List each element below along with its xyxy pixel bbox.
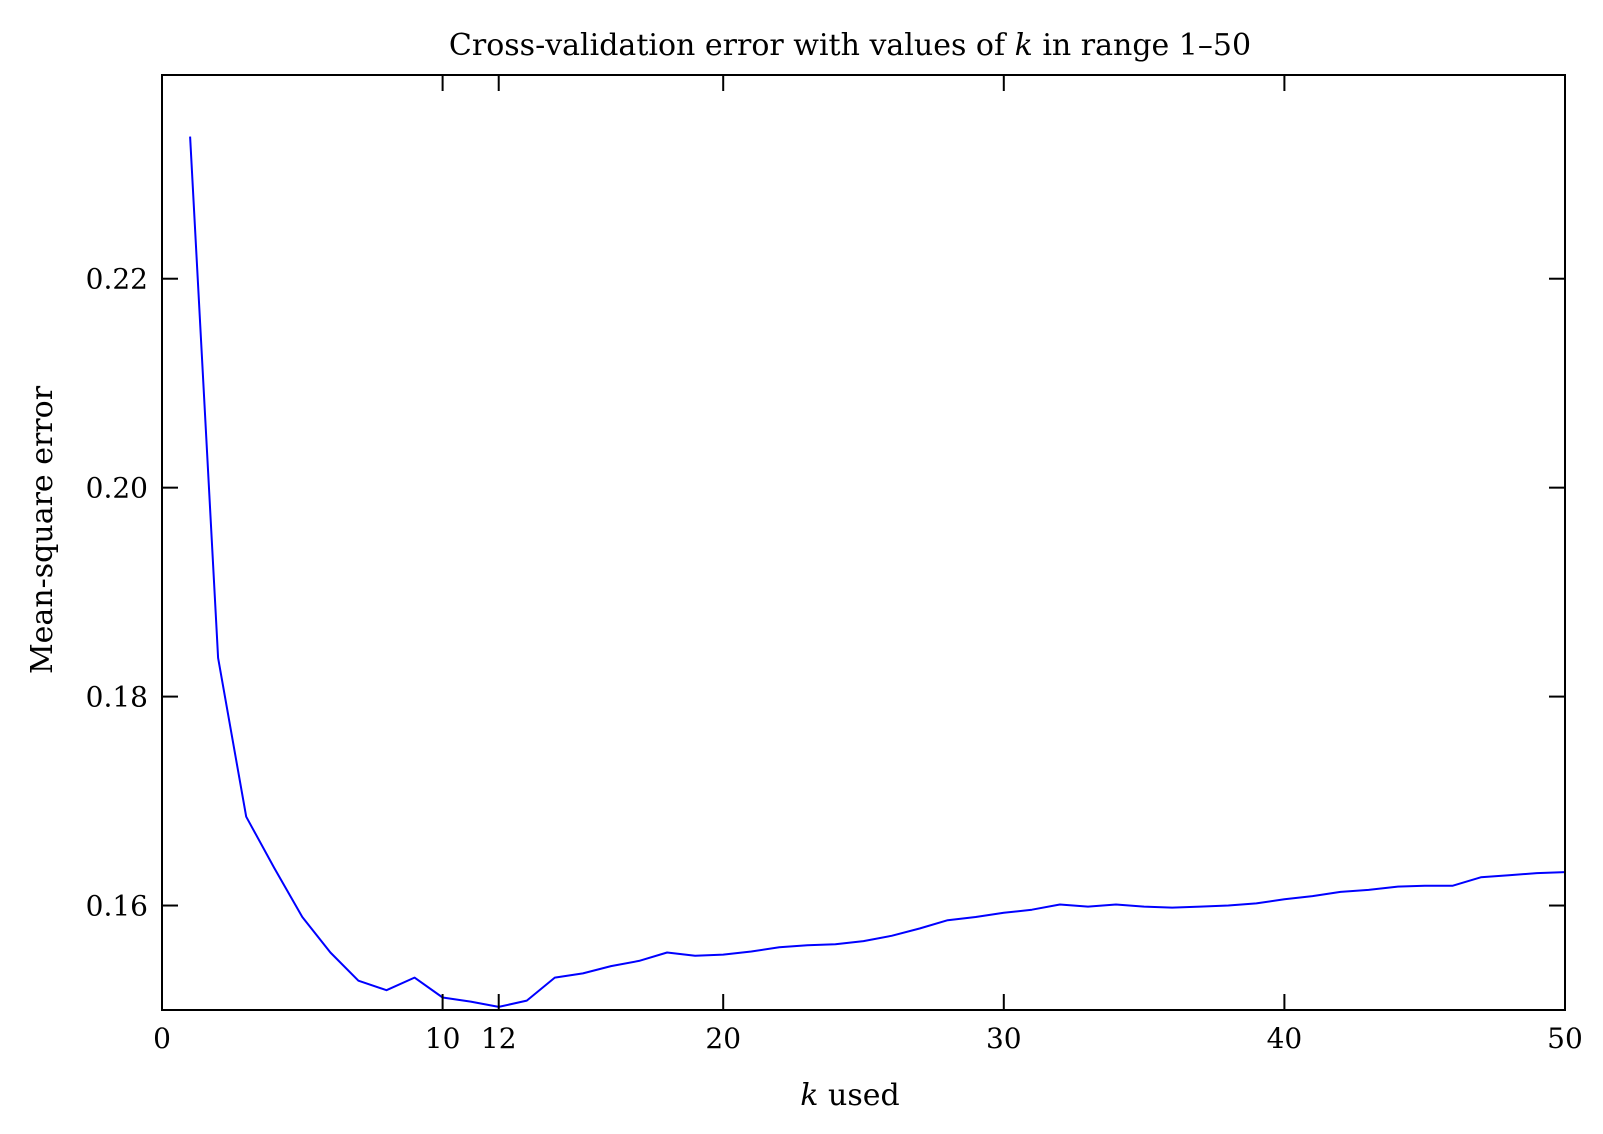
y-tick-label: 0.16: [86, 890, 148, 923]
y-axis-label: Mean-square error: [25, 385, 60, 674]
y-tick-label: 0.22: [86, 263, 148, 296]
plot-frame: [161, 74, 1566, 1011]
x-tick-label: 40: [1267, 1022, 1303, 1055]
axis-ticks: 0 10 12 20 30 40 50 0.16 0.18 0.20 0.22: [86, 75, 1583, 1055]
y-tick-label: 0.20: [86, 472, 148, 505]
x-tick-label: 30: [986, 1022, 1022, 1055]
x-axis-label: k used: [800, 1078, 899, 1113]
y-tick-label: 0.18: [86, 681, 148, 714]
x-tick-label: 12: [481, 1022, 517, 1055]
series-line-1: [189, 136, 1566, 1008]
chart-title: Cross-validation error with values of k …: [449, 28, 1251, 63]
x-tick-label: 10: [425, 1022, 461, 1055]
x-tick-label: 0: [153, 1022, 171, 1055]
plot-area: [161, 74, 1566, 1011]
x-tick-label: 50: [1547, 1022, 1583, 1055]
x-tick-label: 20: [705, 1022, 741, 1055]
